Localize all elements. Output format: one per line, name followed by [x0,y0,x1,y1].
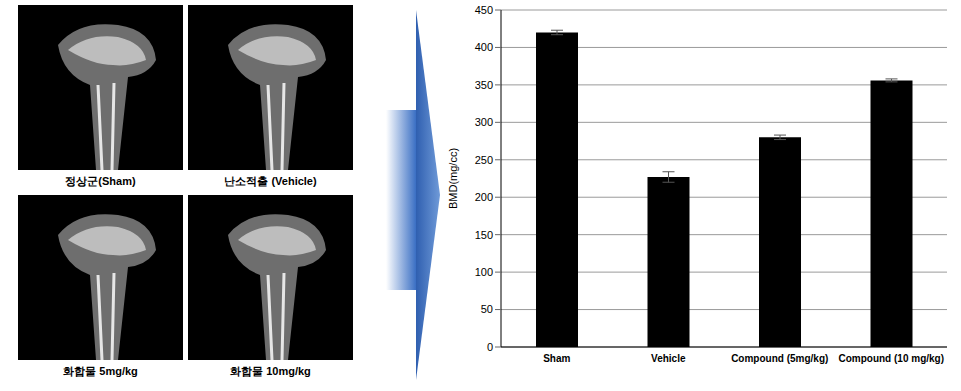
svg-text:400: 400 [475,41,493,53]
html-text:난소적출 (Vehicle): 난소적출 (Vehicle) [224,175,317,187]
svg-text:300: 300 [475,116,493,128]
svg-text:Vehicle: Vehicle [651,353,686,364]
svg-text:Sham: Sham [543,353,570,364]
svg-text:50: 50 [481,303,493,315]
svg-text:Compound (5mg/kg): Compound (5mg/kg) [731,353,828,364]
svg-text:350: 350 [475,79,493,91]
html-text:화합물 10mg/kg: 화합물 10mg/kg [230,365,311,377]
html-text:화합물 5mg/kg: 화합물 5mg/kg [63,365,138,377]
svg-text:150: 150 [475,229,493,241]
svg-text:BMD(mg/cc): BMD(mg/cc) [447,148,459,209]
svg-text:450: 450 [475,4,493,16]
svg-text:250: 250 [475,154,493,166]
html-text:정상군(Sham): 정상군(Sham) [65,175,136,187]
svg-text:200: 200 [475,191,493,203]
svg-text:0: 0 [487,341,493,353]
svg-text:100: 100 [475,266,493,278]
svg-text:Compound (10 mg/kg): Compound (10 mg/kg) [838,353,944,364]
